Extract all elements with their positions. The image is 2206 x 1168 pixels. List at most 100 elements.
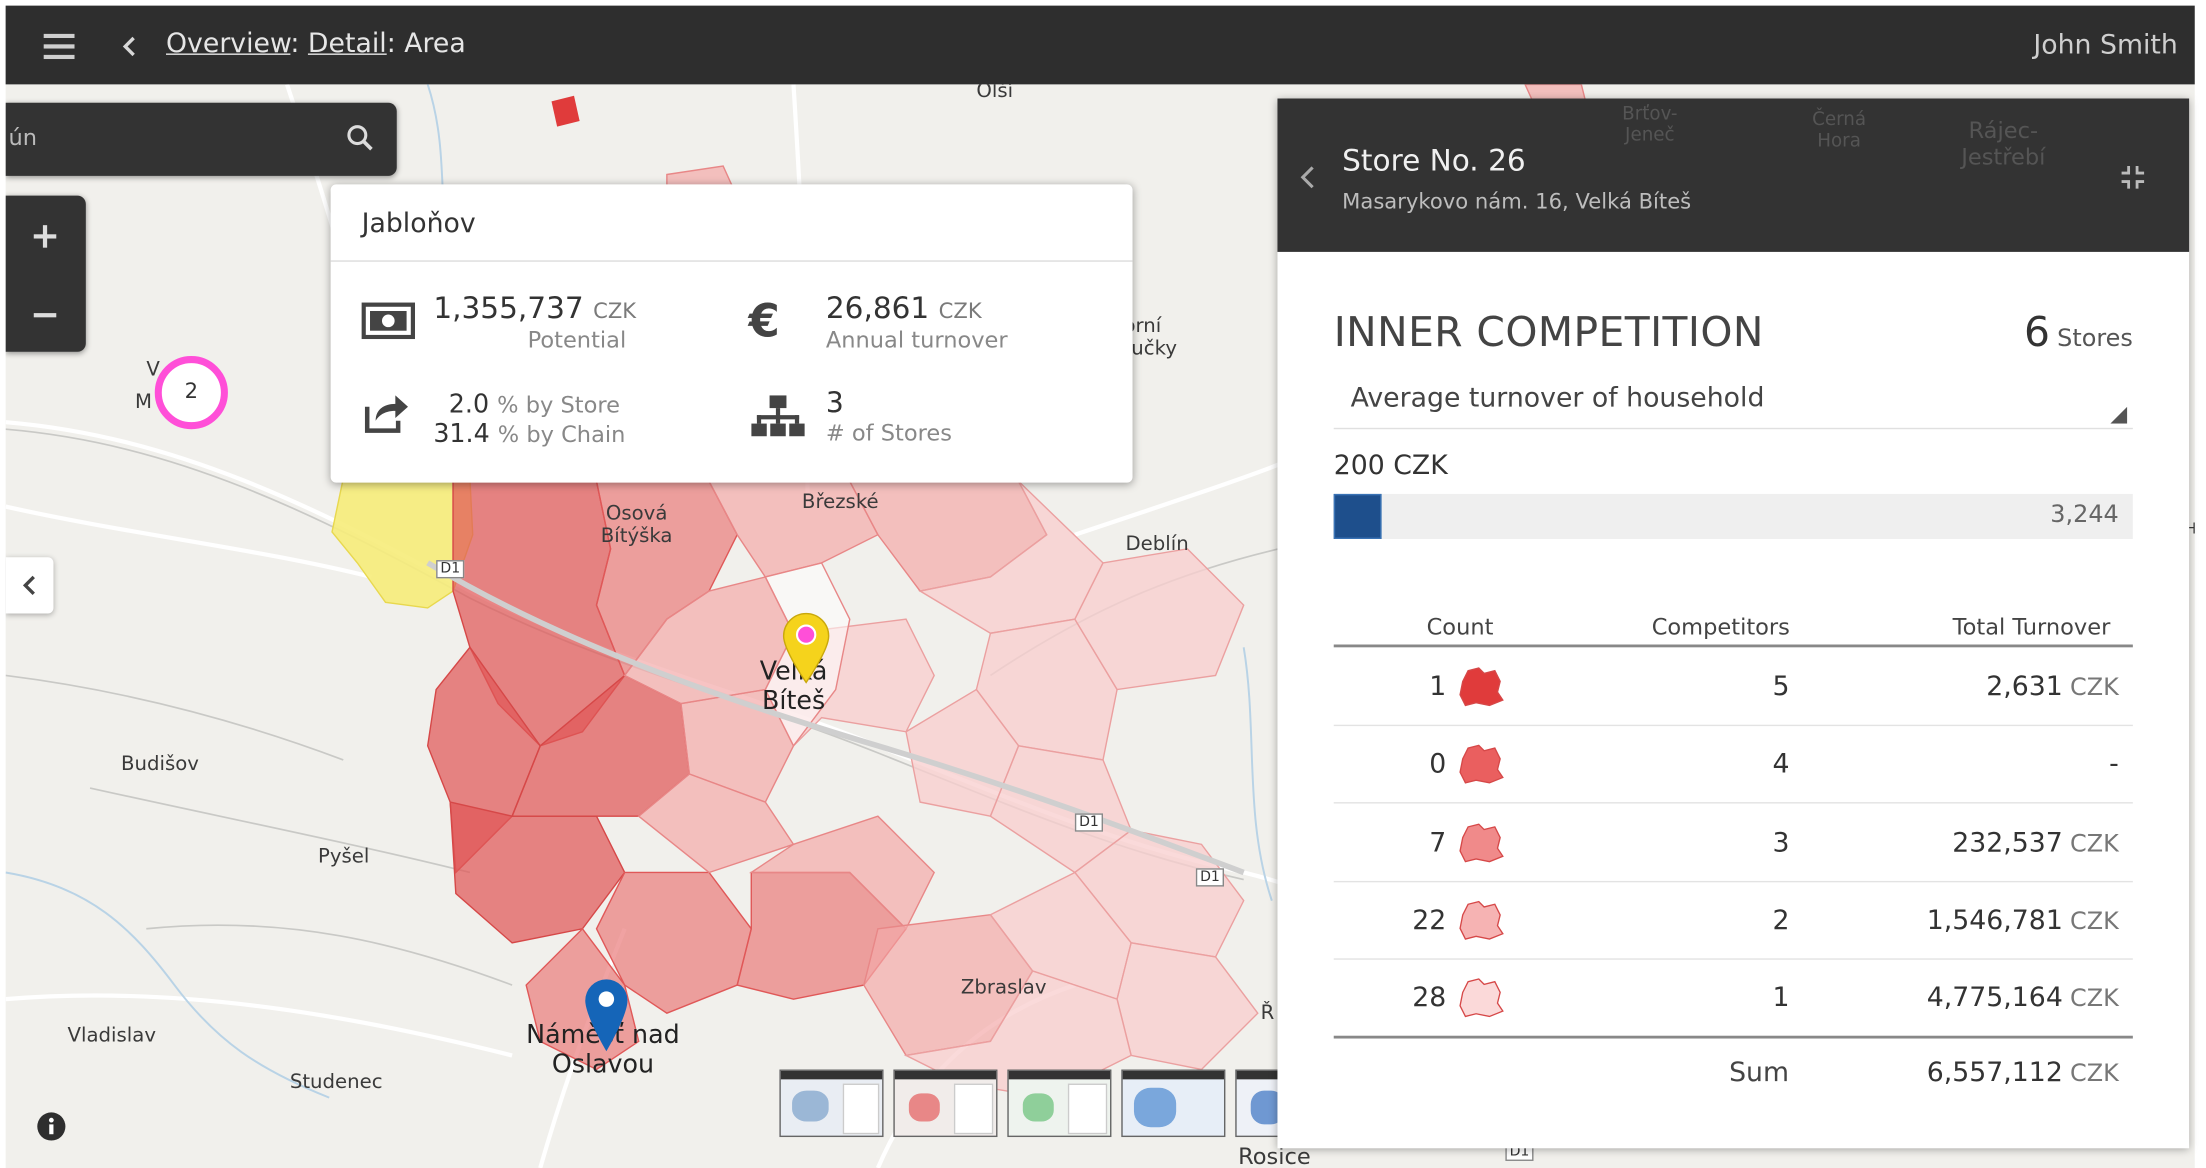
place-label-osova-bityska: Osová Bítýška [600, 502, 673, 548]
turnover-unit: CZK [938, 298, 982, 324]
place-label-budisov: Budišov [120, 752, 199, 776]
place-label-deblin: Deblín [1125, 533, 1189, 556]
plus-icon[interactable] [32, 224, 57, 249]
row-count: 1 [1429, 671, 1447, 703]
road-shield-d1: D1 [436, 560, 465, 579]
chain-share-label: % by Chain [497, 420, 626, 448]
chevron-left-icon [22, 575, 35, 596]
store-marker-yellow[interactable] [781, 611, 832, 684]
dropdown-corner-icon [2110, 406, 2128, 424]
row-competitors: 4 [1772, 749, 1790, 781]
row-turnover-value: 1,546,781 [1926, 904, 2063, 936]
row-turnover: 4,775,164 CZK [1927, 983, 2119, 1014]
section-title: INNER COMPETITION [1333, 308, 1764, 357]
popup-title: Jabloňov [361, 208, 476, 240]
share-icon [364, 395, 408, 433]
header-count: Count [1426, 613, 1494, 641]
table-row[interactable]: 22 2 1,546,781 CZK [1333, 881, 2133, 960]
place-label-zbraslav: Zbraslav [960, 976, 1047, 1000]
sum-number: 6,557,112 [1926, 1056, 2063, 1088]
range-min-label: 200 CZK [1333, 450, 1448, 482]
search-icon[interactable] [346, 124, 374, 152]
info-icon[interactable] [37, 1112, 67, 1142]
chevron-left-icon[interactable] [1299, 165, 1316, 190]
table-sum-rule [1333, 1035, 2133, 1039]
store-share-label: % by Store [497, 391, 620, 418]
zone-shape-icon [1459, 978, 1504, 1018]
row-turnover-unit: CZK [2069, 829, 2119, 858]
zone-shape-icon [1459, 900, 1504, 940]
potential-number: 1,355,737 [433, 291, 584, 326]
stores-total: 6 [2024, 308, 2050, 357]
breadcrumb-separator: : [386, 28, 396, 60]
range-max-value: 3,244 [2050, 500, 2119, 530]
road-shield-d1: D1 [1074, 813, 1104, 832]
potential-label: Potential [527, 326, 627, 354]
thumbnail[interactable] [779, 1069, 884, 1138]
turnover-value: 26,861 CZK [826, 291, 982, 325]
row-turnover: 1,546,781 CZK [1927, 905, 2119, 936]
sum-label: Sum [1729, 1056, 1790, 1088]
road-shield-d1: D1 [1195, 868, 1225, 887]
svg-text:€: € [747, 297, 779, 342]
row-count: 22 [1412, 904, 1447, 936]
zone-shape-icon [1459, 745, 1504, 785]
user-name[interactable]: John Smith [2033, 29, 2178, 61]
table-row[interactable]: 1 5 2,631 CZK [1333, 647, 2133, 727]
thumbnail[interactable] [1007, 1069, 1112, 1138]
table-row[interactable]: 0 4 - [1333, 725, 2133, 804]
place-label-olsi: Olší [976, 84, 1014, 103]
row-turnover-unit: CZK [2069, 674, 2119, 703]
row-count: 7 [1429, 826, 1447, 858]
stores-summary: 6 Stores [2024, 308, 2133, 356]
place-label-cerna-hora: Černá Hora [1812, 109, 1867, 152]
store-panel: Brťov- Jeneč Černá Hora Rájec- Jestřebí … [1277, 98, 2190, 1149]
minus-icon[interactable] [32, 303, 57, 328]
row-count: 28 [1412, 982, 1447, 1014]
place-label-rajec: Rájec- Jestřebí [1961, 116, 2046, 171]
place-label-v: V [146, 358, 160, 382]
thumbnail[interactable] [1121, 1069, 1226, 1138]
stores-label: # of Stores [825, 419, 952, 447]
table-row[interactable]: 28 1 4,775,164 CZK [1334, 959, 2133, 1036]
turnover-number: 26,861 [825, 291, 930, 326]
row-turnover-value: - [2109, 749, 2119, 781]
banknote-icon [361, 302, 416, 340]
euro-icon: € [747, 297, 779, 342]
thumbnail[interactable] [893, 1069, 998, 1138]
row-turnover: 232,537 CZK [1952, 827, 2118, 858]
top-bar: Overview: Detail: Area John Smith [5, 5, 2195, 85]
back-chevron-icon[interactable] [121, 35, 138, 58]
place-label-vladislav: Vladislav [67, 1024, 156, 1047]
store-panel-header: Brťov- Jeneč Černá Hora Rájec- Jestřebí … [1277, 98, 2190, 252]
row-turnover: - [2109, 749, 2119, 780]
menu-icon[interactable] [43, 33, 75, 60]
table-row[interactable]: 7 3 232,537 CZK [1333, 803, 2133, 882]
breadcrumb: Overview: Detail: Area [166, 28, 466, 59]
search-panel: ún [5, 102, 397, 176]
search-input[interactable]: ún [8, 123, 37, 151]
row-turnover-unit: CZK [2069, 985, 2119, 1014]
breadcrumb-detail[interactable]: Detail [307, 28, 387, 60]
compress-icon[interactable] [2120, 165, 2145, 190]
row-competitors: 3 [1772, 826, 1790, 858]
chain-share-value: 31.4 [433, 419, 490, 449]
area-popup: Jabloňov 1,355,737 CZK Potential € 26,86… [330, 184, 1133, 483]
sum-value: 6,557,112 CZK [1927, 1057, 2119, 1088]
header-total-turnover: Total Turnover [1952, 613, 2111, 641]
sitemap-icon [751, 395, 805, 437]
row-competitors: 1 [1772, 982, 1790, 1014]
location-marker-blue[interactable] [582, 977, 630, 1053]
range-bar: 3,244 [1333, 493, 2133, 539]
popup-divider [330, 260, 1133, 262]
potential-value: 1,355,737 CZK [433, 291, 636, 325]
row-turnover-unit: CZK [2069, 907, 2119, 936]
turnover-label: Annual turnover [825, 326, 1008, 354]
cluster-marker[interactable]: 2 [154, 356, 228, 430]
row-turnover: 2,631 CZK [1986, 671, 2118, 702]
side-panel-toggle[interactable] [5, 557, 54, 614]
place-label-pysel: Pyšel [317, 845, 370, 869]
breadcrumb-overview[interactable]: Overview [166, 28, 291, 60]
metric-select[interactable]: Average turnover of household [1333, 377, 2133, 430]
